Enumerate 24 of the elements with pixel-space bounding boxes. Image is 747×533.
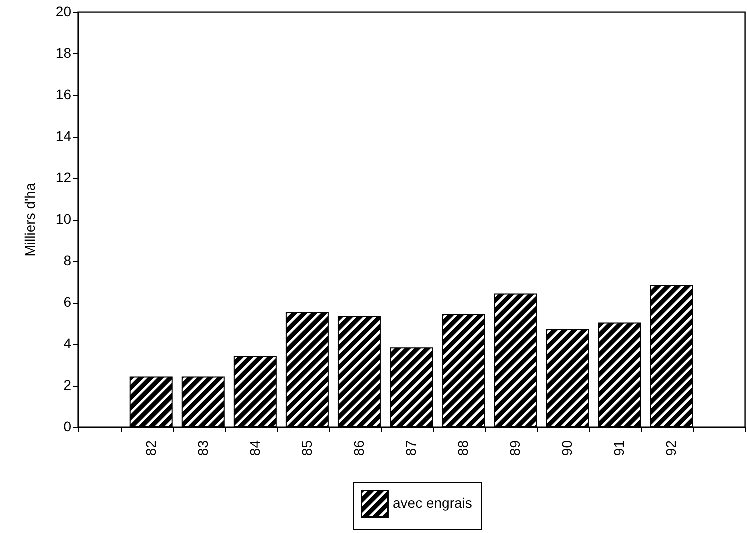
y-axis-title: Milliers d'ha [22, 183, 38, 257]
x-tick-label: 87 [403, 440, 419, 456]
y-tick-label: 12 [56, 170, 72, 186]
x-tick-label: 89 [507, 440, 524, 456]
x-tick-label: 85 [298, 440, 315, 456]
y-tick-label: 10 [56, 211, 72, 227]
y-tick-label: 6 [64, 294, 72, 310]
x-tick-label: 83 [194, 440, 211, 456]
y-tick-label: 18 [56, 45, 72, 61]
x-tick-label: 84 [246, 440, 263, 456]
x-tick-label: 88 [455, 440, 472, 456]
legend-label: avec engrais [393, 495, 472, 511]
y-tick-label: 20 [56, 4, 72, 20]
x-tick-label: 82 [142, 440, 159, 456]
y-tick-label: 4 [64, 336, 72, 352]
x-tick-label: 92 [663, 440, 680, 456]
x-tick-label: 91 [611, 440, 628, 456]
y-tick-label: 8 [64, 252, 72, 268]
y-tick-label: 16 [56, 86, 72, 102]
x-tick-label: 86 [350, 440, 367, 456]
y-tick-label: 0 [64, 418, 72, 434]
y-tick-label: 2 [64, 377, 72, 393]
x-tick-label: 90 [559, 440, 576, 456]
y-tick-label: 14 [56, 128, 72, 144]
